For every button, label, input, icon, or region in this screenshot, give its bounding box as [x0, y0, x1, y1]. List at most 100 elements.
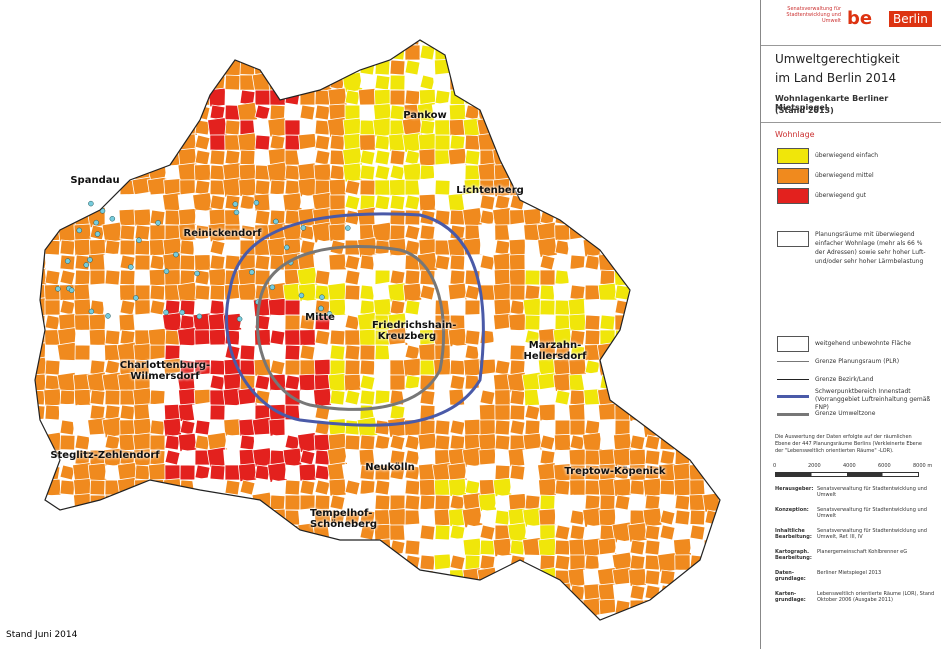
block — [298, 133, 317, 152]
block — [492, 537, 513, 558]
block — [73, 238, 92, 257]
block — [132, 40, 153, 48]
block — [194, 524, 211, 541]
block — [44, 119, 61, 136]
block — [35, 71, 49, 94]
block — [644, 194, 661, 211]
block — [329, 359, 346, 376]
block — [717, 522, 720, 543]
block — [507, 147, 528, 168]
block — [284, 119, 301, 136]
block — [359, 40, 376, 46]
block — [509, 434, 526, 451]
block — [163, 478, 182, 497]
block — [657, 417, 678, 438]
legend-label: überwiegend mittel — [815, 172, 874, 179]
block — [44, 359, 61, 376]
block — [419, 554, 436, 571]
block — [554, 509, 571, 526]
block — [628, 448, 647, 467]
block — [569, 494, 586, 511]
block — [35, 524, 46, 541]
block — [672, 312, 693, 333]
block — [104, 599, 121, 616]
block — [599, 89, 616, 106]
block — [494, 359, 511, 376]
block — [629, 149, 646, 166]
block — [494, 119, 511, 136]
block — [44, 269, 61, 286]
block — [374, 434, 391, 451]
block — [674, 599, 691, 616]
block — [717, 462, 720, 483]
block — [628, 73, 647, 92]
block — [359, 464, 376, 481]
block — [464, 524, 481, 541]
block — [73, 388, 92, 407]
block — [389, 194, 406, 211]
block — [524, 464, 541, 481]
block — [224, 584, 241, 601]
block — [283, 73, 302, 92]
block — [238, 163, 257, 182]
block — [88, 613, 107, 620]
block — [89, 134, 106, 151]
block — [644, 74, 661, 91]
block — [404, 209, 421, 226]
block — [389, 569, 406, 586]
block — [224, 44, 241, 61]
block — [162, 417, 183, 438]
block — [35, 297, 48, 318]
block — [148, 43, 167, 62]
credit-label: Daten-grundlage: — [775, 570, 806, 582]
block — [149, 299, 166, 316]
block — [614, 119, 631, 136]
block — [43, 388, 62, 407]
block — [628, 133, 647, 152]
block — [133, 523, 152, 542]
marker — [99, 208, 106, 214]
block — [719, 539, 720, 556]
block — [613, 343, 632, 362]
block — [149, 89, 166, 106]
block — [703, 223, 720, 242]
block — [149, 389, 166, 406]
block — [267, 462, 288, 483]
block — [403, 613, 422, 620]
block — [524, 134, 541, 151]
block — [178, 88, 197, 107]
block — [449, 89, 466, 106]
block — [419, 224, 436, 241]
block — [389, 254, 406, 271]
block — [133, 343, 152, 362]
block — [104, 584, 121, 601]
block — [614, 614, 631, 620]
block — [119, 239, 136, 256]
block — [657, 117, 678, 138]
block — [717, 402, 720, 423]
swatch — [777, 168, 809, 184]
block — [644, 299, 661, 316]
block — [704, 40, 720, 46]
block — [209, 239, 226, 256]
logo-city: Berlin — [889, 11, 932, 27]
block — [178, 538, 197, 557]
block — [44, 599, 61, 616]
block — [209, 599, 226, 616]
block — [719, 89, 720, 106]
block — [44, 299, 61, 316]
block — [479, 269, 496, 286]
block — [553, 40, 572, 47]
subtitle: (Stand 2013) — [775, 106, 834, 115]
block — [568, 193, 587, 212]
credit-text: Berliner Mietspiegel 2013 — [817, 570, 882, 576]
block — [672, 57, 693, 78]
block — [268, 418, 287, 437]
block — [147, 57, 168, 78]
marker — [88, 308, 95, 315]
block — [269, 89, 286, 106]
block — [719, 389, 720, 406]
block — [704, 59, 720, 76]
block — [686, 581, 709, 604]
block — [73, 148, 92, 167]
